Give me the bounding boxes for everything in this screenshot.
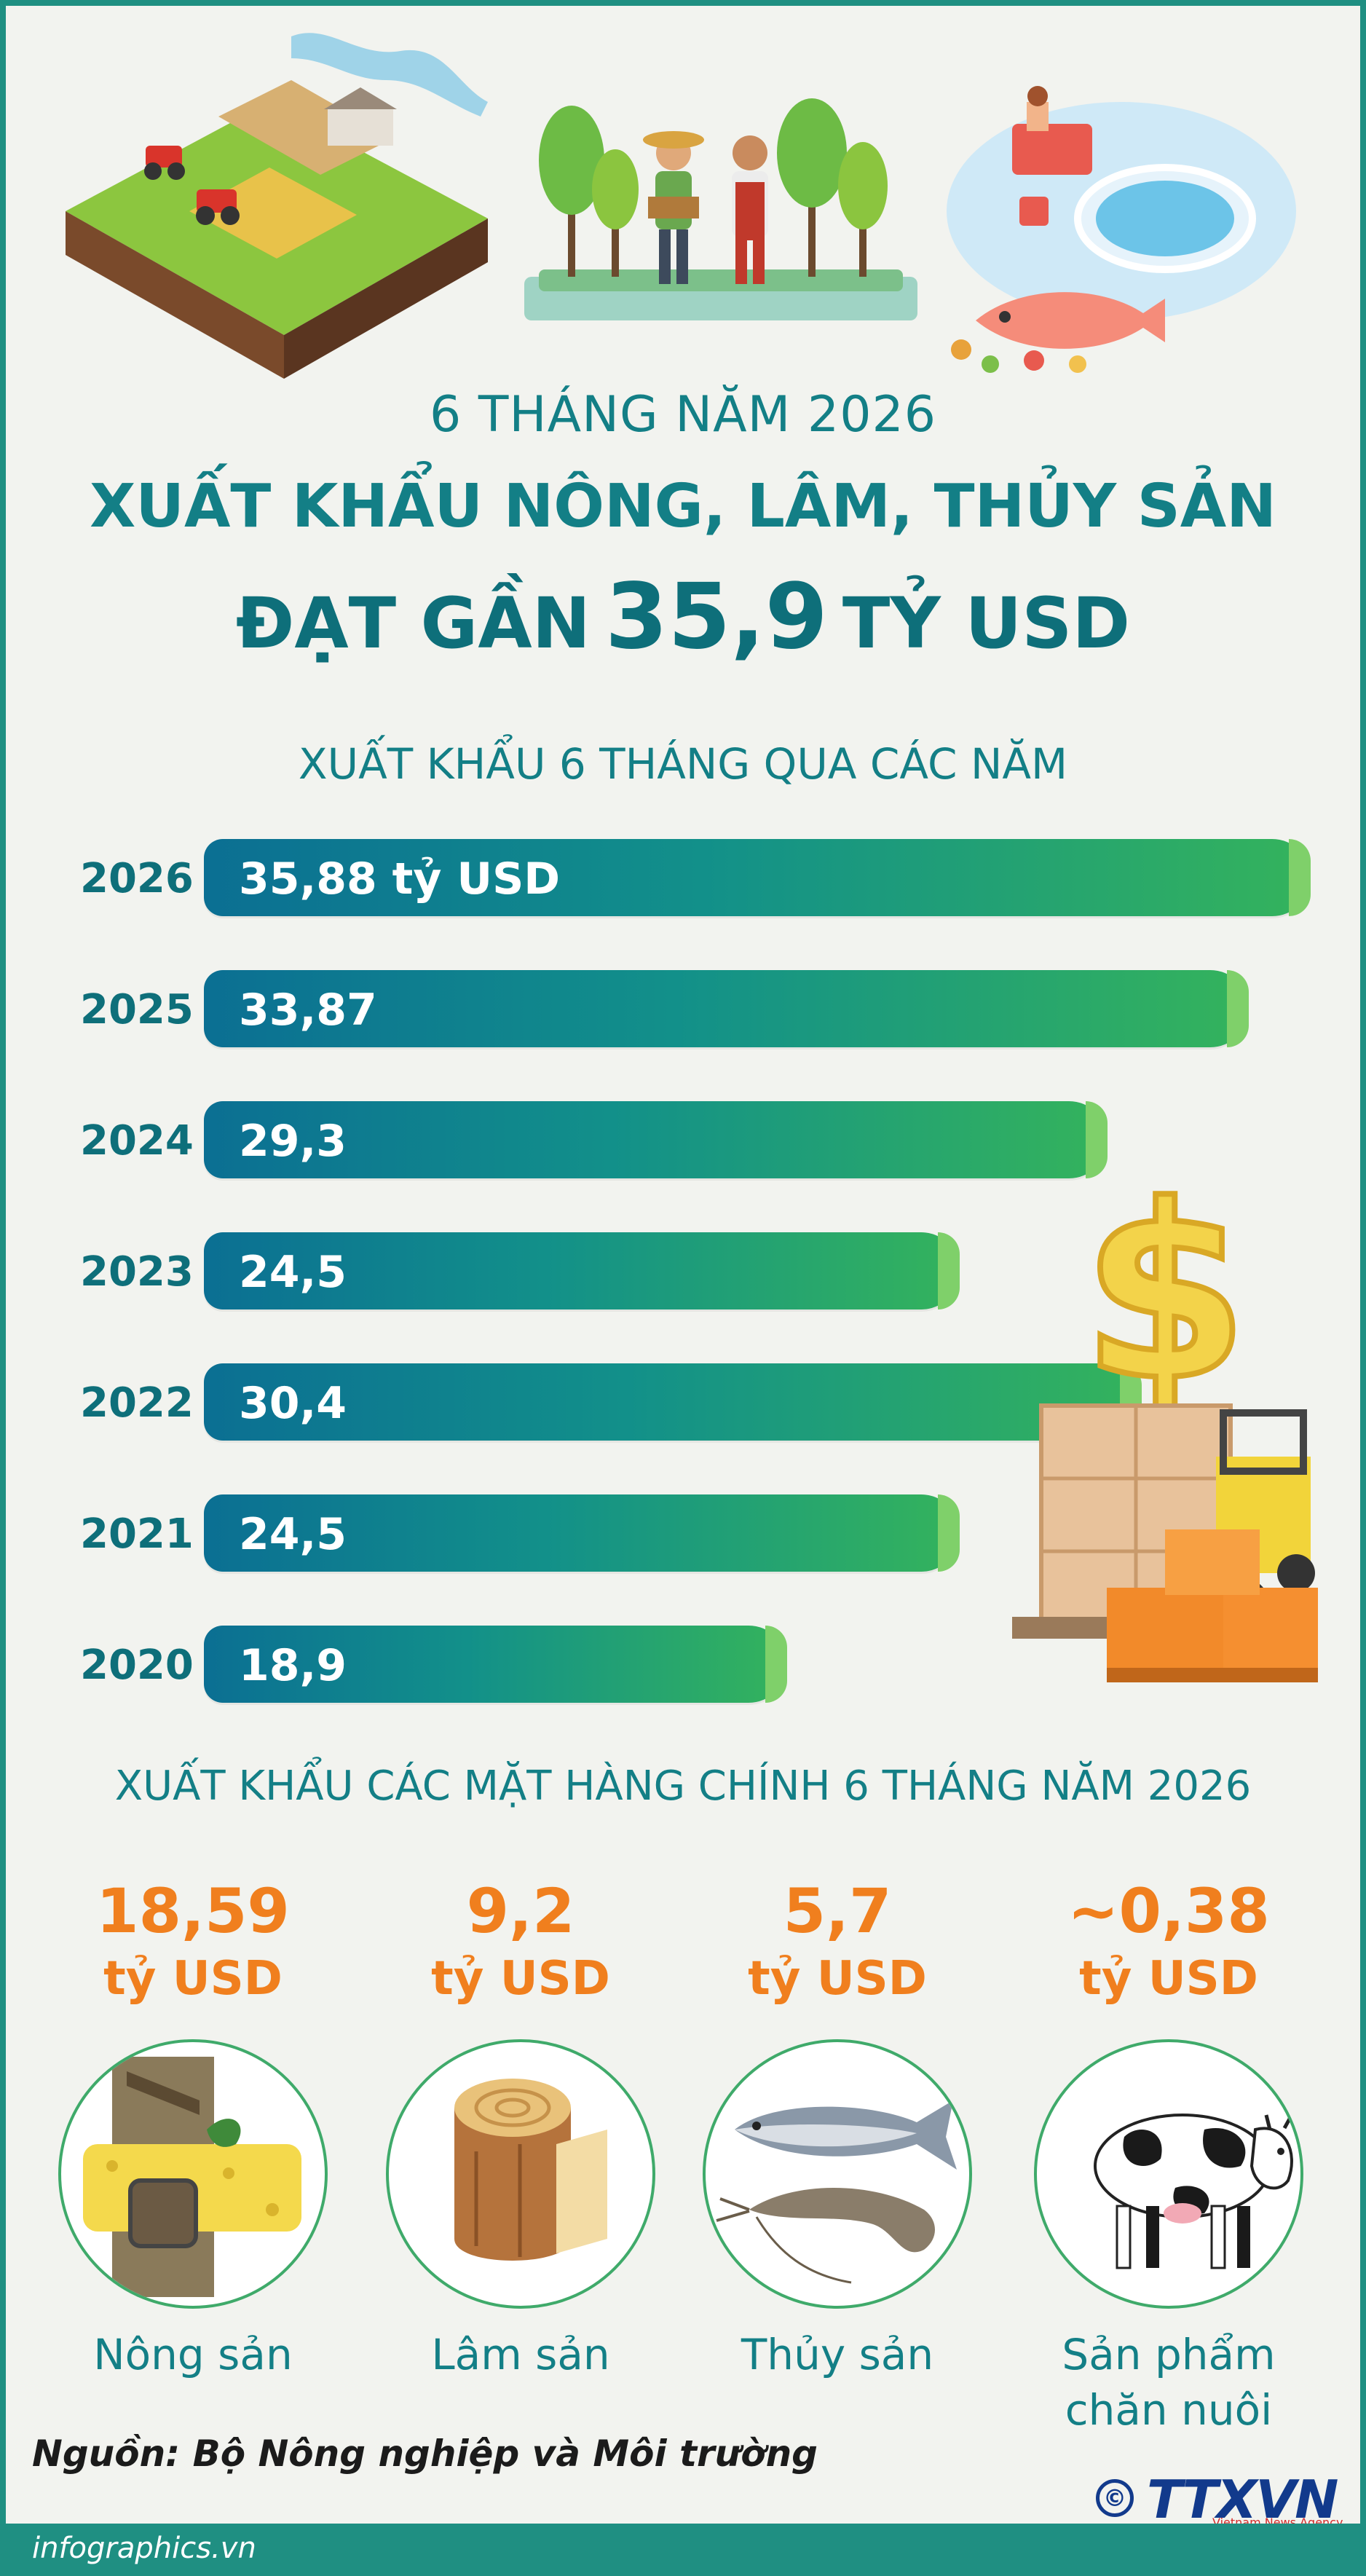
product-name-line: chăn nuôi xyxy=(1065,2385,1273,2435)
product-unit: tỷ USD xyxy=(431,1952,610,2006)
page-title-line2: ĐẠT GẦN 35,9 TỶ USD xyxy=(0,564,1366,669)
bar-end-cap xyxy=(1086,1101,1108,1178)
bar-year-label: 2024 xyxy=(80,1117,194,1165)
bar-end-cap xyxy=(1289,839,1311,916)
bar: 24,5 xyxy=(204,1232,960,1309)
aquaculture-illustration xyxy=(947,86,1296,373)
bar-year-label: 2025 xyxy=(80,986,194,1033)
bar-row: 2026 35,88 tỷ USD xyxy=(0,839,1366,919)
bar: 18,9 xyxy=(204,1626,787,1703)
product-name-line: Nông sản xyxy=(93,2330,293,2379)
bar-value-label: 24,5 xyxy=(239,1247,347,1298)
product-unit: tỷ USD xyxy=(103,1952,283,2006)
title-suffix: TỶ USD xyxy=(842,583,1131,664)
product-name: Thủy sản xyxy=(692,2327,983,2382)
page-subtitle: 6 THÁNG NĂM 2026 xyxy=(430,386,936,444)
source-note: Nguồn: Bộ Nông nghiệp và Môi trường xyxy=(32,2433,818,2475)
bar-value-label: 29,3 xyxy=(239,1116,347,1167)
product-name: Lâm sản xyxy=(375,2327,666,2382)
bar-year-label: 2020 xyxy=(80,1642,194,1689)
chart-title: XUẤT KHẨU 6 THÁNG QUA CÁC NĂM xyxy=(298,739,1068,789)
bar-value-label: 24,5 xyxy=(239,1509,347,1560)
bar-year-label: 2022 xyxy=(80,1379,194,1427)
bar-end-cap xyxy=(938,1232,960,1309)
title-number: 35,9 xyxy=(604,564,828,669)
footer-site[interactable]: infographics.vn xyxy=(32,2532,256,2565)
svg-text:$: $ xyxy=(1081,1165,1249,1433)
bar-year-label: 2023 xyxy=(80,1248,194,1296)
product-unit: tỷ USD xyxy=(748,1952,927,2006)
bar-year-label: 2021 xyxy=(80,1510,194,1558)
products-title: XUẤT KHẨU CÁC MẶT HÀNG CHÍNH 6 THÁNG NĂM… xyxy=(114,1762,1252,1810)
bar: 33,87 xyxy=(204,970,1249,1047)
product-name: Nông sản xyxy=(47,2327,339,2382)
bar-end-cap xyxy=(1227,970,1249,1047)
title-prefix: ĐẠT GẦN xyxy=(235,583,591,664)
bar-row: 2020 18,9 xyxy=(0,1626,1366,1706)
ttxvn-logo: © TTXVN Vietnam News Agency xyxy=(1096,2469,1343,2530)
page-title-line1: XUẤT KHẨU NÔNG, LÂM, THỦY SẢN xyxy=(90,472,1276,541)
rubber-tree-icon xyxy=(58,2039,328,2309)
product-value: 5,7 xyxy=(783,1875,892,1947)
product-unit: tỷ USD xyxy=(1079,1952,1258,2006)
bar-row: 2024 29,3 xyxy=(0,1101,1366,1181)
forklift-dollar-illustration: $ xyxy=(1012,1165,1318,1682)
copyright-icon: © xyxy=(1096,2479,1134,2517)
bar-row: 2023 24,5 xyxy=(0,1232,1366,1312)
farm-illustration xyxy=(66,33,488,379)
bar-value-label: 30,4 xyxy=(239,1378,347,1429)
product-name-line: Lâm sản xyxy=(431,2330,610,2379)
logo-text: TTXVN xyxy=(1147,2469,1338,2530)
fish-shrimp-icon xyxy=(703,2039,972,2309)
bar-row: 2021 24,5 xyxy=(0,1494,1366,1575)
product-name-line: Thủy sản xyxy=(741,2330,934,2379)
bar: 29,3 xyxy=(204,1101,1108,1178)
farmers-illustration xyxy=(524,98,917,320)
product-value: 9,2 xyxy=(466,1875,575,1947)
wood-stump-icon xyxy=(386,2039,655,2309)
bar-value-label: 18,9 xyxy=(239,1640,347,1691)
bar: 24,5 xyxy=(204,1494,960,1572)
bar-year-label: 2026 xyxy=(80,855,194,902)
cow-icon xyxy=(1034,2039,1303,2309)
bar-row: 2025 33,87 xyxy=(0,970,1366,1050)
product-value: ~0,38 xyxy=(1067,1875,1270,1947)
product-value: 18,59 xyxy=(96,1875,290,1947)
bar-value-label: 35,88 tỷ USD xyxy=(239,854,561,905)
product-name: Sản phẩm chăn nuôi xyxy=(1023,2327,1314,2438)
bar: 35,88 tỷ USD xyxy=(204,839,1311,916)
bar-end-cap xyxy=(938,1494,960,1572)
bar-value-label: 33,87 xyxy=(239,985,377,1036)
bar-end-cap xyxy=(765,1626,787,1703)
product-name-line: Sản phẩm xyxy=(1062,2330,1276,2379)
footer-bar xyxy=(0,2524,1366,2576)
